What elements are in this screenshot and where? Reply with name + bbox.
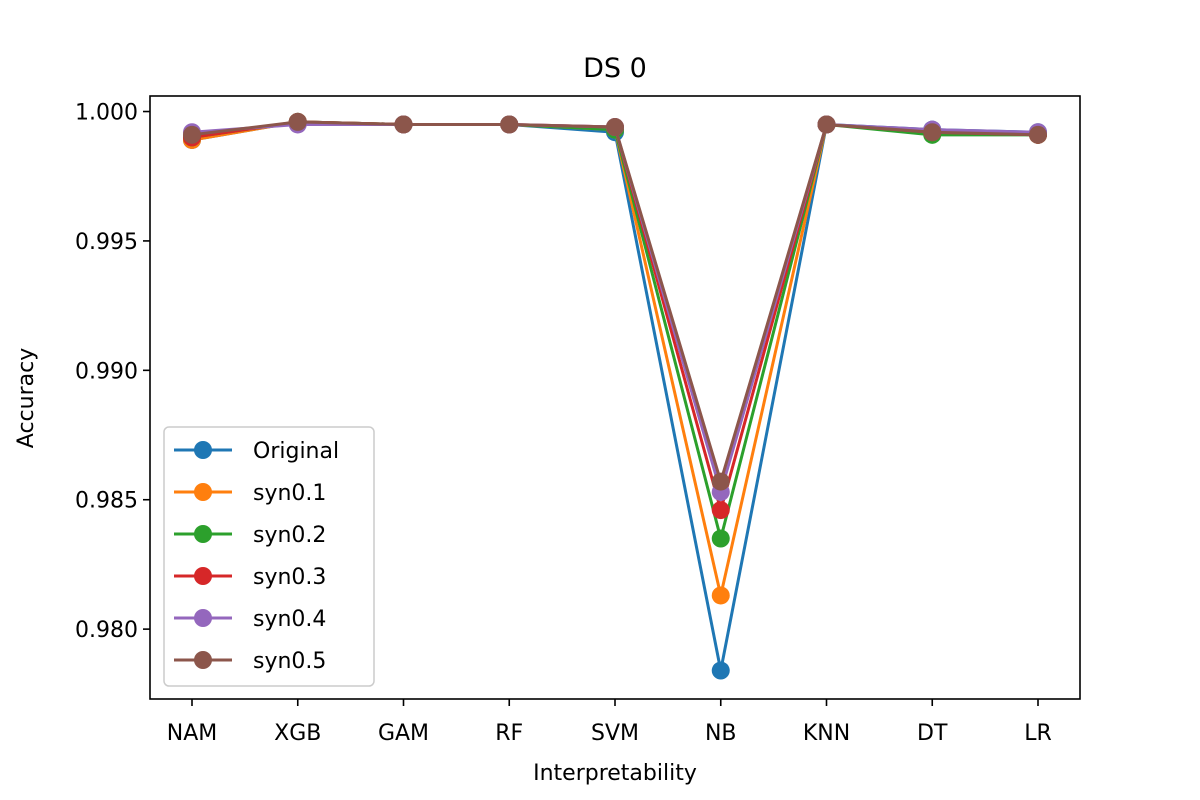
- x-tick-label: GAM: [378, 721, 429, 746]
- data-point: [606, 118, 624, 137]
- data-point: [183, 125, 201, 144]
- y-tick-label: 0.985: [75, 489, 138, 514]
- legend-marker: [194, 609, 212, 627]
- y-tick-label: 0.990: [75, 359, 138, 384]
- legend-marker: [194, 483, 212, 501]
- legend-label: syn0.4: [253, 607, 326, 632]
- x-tick-label: SVM: [591, 721, 639, 746]
- x-tick-label: LR: [1024, 721, 1052, 746]
- legend-entry: syn0.2: [174, 523, 326, 548]
- x-tick-label: KNN: [803, 721, 850, 746]
- x-tick-label: XGB: [274, 721, 321, 746]
- data-point: [500, 115, 519, 134]
- data-point: [711, 586, 730, 605]
- data-point: [1029, 125, 1047, 144]
- y-tick-label: 1.000: [75, 101, 138, 126]
- legend-marker: [194, 441, 212, 459]
- y-tick-label: 0.995: [75, 230, 138, 255]
- y-axis-label: Accuracy: [14, 348, 39, 448]
- legend-entry: syn0.1: [174, 481, 326, 506]
- legend-entry: syn0.5: [174, 649, 326, 674]
- y-tick-label: 0.980: [75, 618, 138, 643]
- x-tick-label: DT: [917, 721, 948, 746]
- data-point: [711, 661, 730, 680]
- data-point: [711, 472, 730, 491]
- legend-marker: [194, 567, 212, 585]
- data-point: [923, 123, 942, 142]
- legend-entry: syn0.3: [174, 565, 326, 590]
- legend-label: syn0.3: [253, 565, 326, 590]
- x-axis: NAM XGB GAM RF SVM NB KNN DT LR: [167, 699, 1052, 746]
- x-tick-label: NB: [705, 721, 737, 746]
- legend-marker: [194, 651, 212, 669]
- legend-label: syn0.2: [253, 523, 326, 548]
- x-tick-label: RF: [495, 721, 523, 746]
- legend-label: syn0.5: [253, 649, 326, 674]
- legend-entry: Original: [174, 439, 339, 464]
- legend-marker: [194, 525, 212, 543]
- series-syn0.5: [183, 112, 1047, 491]
- legend: Original syn0.1 syn0.2 syn0.3 syn0.4 syn0.5: [163, 426, 375, 687]
- data-point: [817, 115, 836, 134]
- legend-label: syn0.1: [253, 481, 326, 506]
- data-point: [711, 529, 730, 548]
- x-axis-label: Interpretability: [533, 761, 697, 786]
- legend-entry: syn0.4: [174, 607, 326, 632]
- x-tick-label: NAM: [167, 721, 218, 746]
- data-point: [394, 115, 413, 134]
- data-point: [288, 112, 307, 131]
- legend-box: [163, 426, 375, 687]
- legend-label: Original: [253, 439, 339, 464]
- chart-title: DS 0: [583, 53, 647, 84]
- y-axis: 0.980 0.985 0.990 0.995 1.000: [75, 101, 150, 643]
- plot-area: [183, 112, 1047, 680]
- data-point: [711, 501, 730, 520]
